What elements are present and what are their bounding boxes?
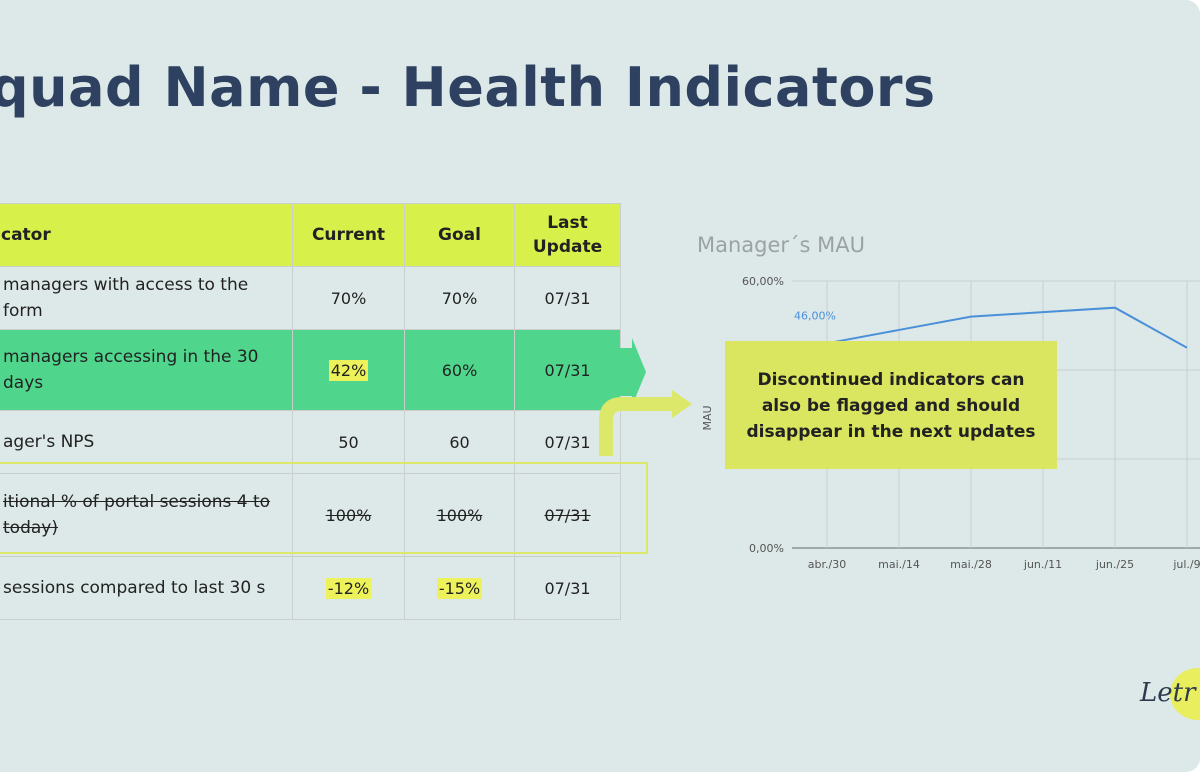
header-last-update: Last Update xyxy=(514,203,621,267)
last-update-value: 07/31 xyxy=(514,329,621,411)
table-row: managers with access to the form 70% 70%… xyxy=(0,266,621,330)
x-tick-label: mai./14 xyxy=(878,558,920,571)
goal-value: 60% xyxy=(404,329,515,411)
current-value-highlight: -12% xyxy=(325,577,372,599)
x-tick-label: abr./30 xyxy=(808,558,846,571)
header-goal: Goal xyxy=(404,203,515,267)
green-arrow-icon xyxy=(618,338,646,406)
x-tick-label: mai./28 xyxy=(950,558,992,571)
indicator-name: managers accessing in the 30 days xyxy=(0,329,293,411)
y-tick-label: 60,00% xyxy=(742,275,784,288)
chart-annotations: 46,00% xyxy=(794,309,836,322)
chart-title: Manager´s MAU xyxy=(697,233,866,257)
discontinued-callout: Discontinued indicators can also be flag… xyxy=(725,341,1057,469)
goal-value: 70% xyxy=(404,266,515,330)
table-row-highlighted: managers accessing in the 30 days 42% 60… xyxy=(0,329,621,411)
x-axis: abr./30 mai./14 mai./28 jun./11 jun./25 jul./… xyxy=(808,558,1200,571)
brand-logo: Letr xyxy=(1140,668,1200,720)
current-value: 100% xyxy=(292,473,405,557)
data-label: 46,00% xyxy=(794,309,836,322)
y-axis-label: MAU xyxy=(701,405,714,430)
current-value: 42% xyxy=(292,329,405,411)
last-update-value: 07/31 xyxy=(514,556,621,620)
indicator-name: managers with access to the form xyxy=(0,266,293,330)
indicators-table: cator Current Goal Last Update managers … xyxy=(0,203,621,620)
header-indicator: cator xyxy=(0,203,293,267)
current-value: 70% xyxy=(292,266,405,330)
indicator-name: sessions compared to last 30 s xyxy=(0,556,293,620)
header-current: Current xyxy=(292,203,405,267)
current-value-highlight: 42% xyxy=(328,359,369,381)
last-update-value: 07/31 xyxy=(514,473,621,557)
table-header-row: cator Current Goal Last Update xyxy=(0,203,621,267)
last-update-value: 07/31 xyxy=(514,266,621,330)
discontinued-row-outline xyxy=(0,462,648,554)
y-tick-label: 0,00% xyxy=(749,542,784,555)
yellow-arrowhead-icon xyxy=(672,390,692,418)
goal-value: -15% xyxy=(404,556,515,620)
logo-text: Letr xyxy=(1140,678,1196,708)
x-tick-label: jul./9 xyxy=(1172,558,1200,571)
page-title: quad Name - Health Indicators xyxy=(0,56,936,119)
current-value: -12% xyxy=(292,556,405,620)
x-tick-label: jun./25 xyxy=(1095,558,1134,571)
x-tick-label: jun./11 xyxy=(1023,558,1062,571)
goal-value-highlight: -15% xyxy=(436,577,483,599)
table-row: sessions compared to last 30 s -12% -15%… xyxy=(0,556,621,620)
